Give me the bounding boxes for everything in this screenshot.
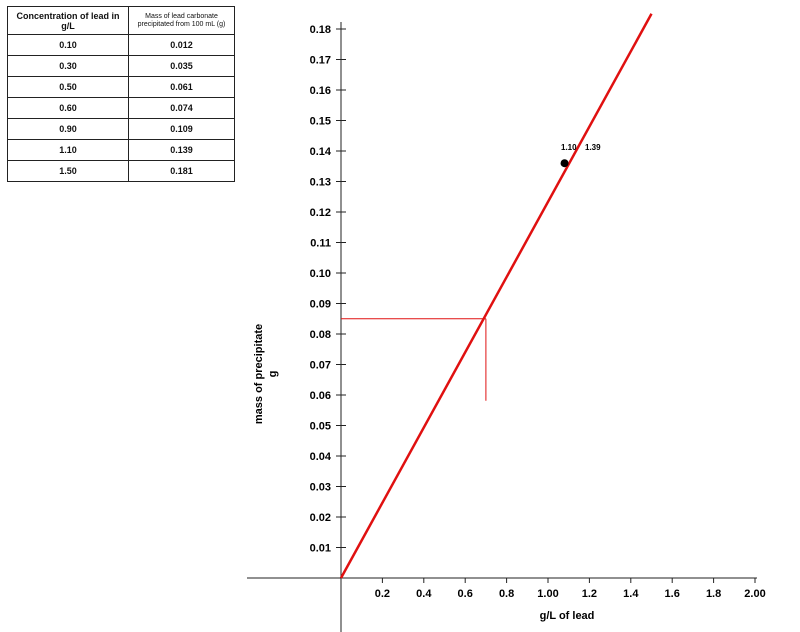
y-tick-label: 0.11	[310, 238, 331, 250]
table-row: 1.10 0.139	[7, 139, 235, 161]
x-tick-label: 0.6	[458, 588, 473, 600]
data-table: Concentration of lead in g/L Mass of lea…	[7, 6, 235, 182]
y-axis-unit: g	[267, 371, 279, 378]
table-row: 0.60 0.074	[7, 97, 235, 119]
x-tick-label: 1.8	[706, 588, 721, 600]
table-row: 1.50 0.181	[7, 160, 235, 182]
y-tick-label: 0.14	[310, 146, 332, 158]
y-tick-label: 0.05	[310, 421, 331, 433]
axes	[247, 22, 757, 632]
y-tick-label: 0.02	[310, 512, 331, 524]
y-tick-label: 0.06	[310, 390, 331, 402]
guides	[341, 318, 487, 401]
x-tick-label: 1.4	[623, 588, 639, 600]
point-label-y: 1.39	[585, 143, 601, 152]
x-tick-label: 1.00	[537, 588, 558, 600]
y-tick-label: 0.16	[310, 85, 331, 97]
x-tick-label: 0.2	[375, 588, 390, 600]
y-tick-label: 0.07	[310, 360, 331, 372]
y-tick-label: 0.15	[310, 116, 331, 128]
y-tick-label: 0.03	[310, 482, 331, 494]
x-tick-label: 1.6	[665, 588, 680, 600]
x-tick-label: 2.00	[744, 588, 765, 600]
y-tick-label: 0.18	[310, 24, 331, 36]
point-label-x: 1.10	[561, 143, 577, 152]
x-tick-label: 0.4	[416, 588, 432, 600]
y-tick-label: 0.08	[310, 329, 331, 341]
column-header: Mass of lead carbonate precipitated from…	[128, 6, 235, 35]
y-tick-label: 0.10	[310, 268, 331, 280]
table-header-row: Concentration of lead in g/L Mass of lea…	[7, 6, 235, 35]
y-tick-label: 0.13	[310, 177, 331, 189]
mass-cell: 0.181	[128, 160, 235, 182]
y-ticks: 0.01 0.02 0.03 0.04 0.05 0.06 0.07 0.08 0.09 0.10…	[310, 24, 346, 555]
trend-line	[339, 13, 653, 579]
series	[339, 13, 653, 579]
x-tick-label: 1.2	[582, 588, 597, 600]
y-tick-label: 0.17	[310, 55, 331, 67]
x-tick-label: 0.8	[499, 588, 514, 600]
table-row: 0.50 0.061	[7, 76, 235, 98]
x-ticks: 0.2 0.4 0.6 0.8 1.00 1.2 1.4 1.6 1.8 2.00	[375, 578, 766, 600]
x-axis-label: g/L of lead	[540, 610, 595, 622]
y-tick-label: 0.09	[310, 299, 331, 311]
data-point	[560, 159, 569, 168]
table-row: 0.10 0.012	[7, 34, 235, 56]
table-body: 0.10 0.012 0.30 0.035 0.50 0.061 0.60 0.074 0.90…	[7, 34, 235, 182]
mass-cell: 0.074	[128, 97, 235, 119]
y-tick-label: 0.04	[310, 451, 332, 463]
y-tick-label: 0.12	[310, 207, 331, 219]
y-axis-label: mass of precipitate	[253, 324, 265, 424]
y-tick-label: 0.01	[310, 543, 331, 555]
